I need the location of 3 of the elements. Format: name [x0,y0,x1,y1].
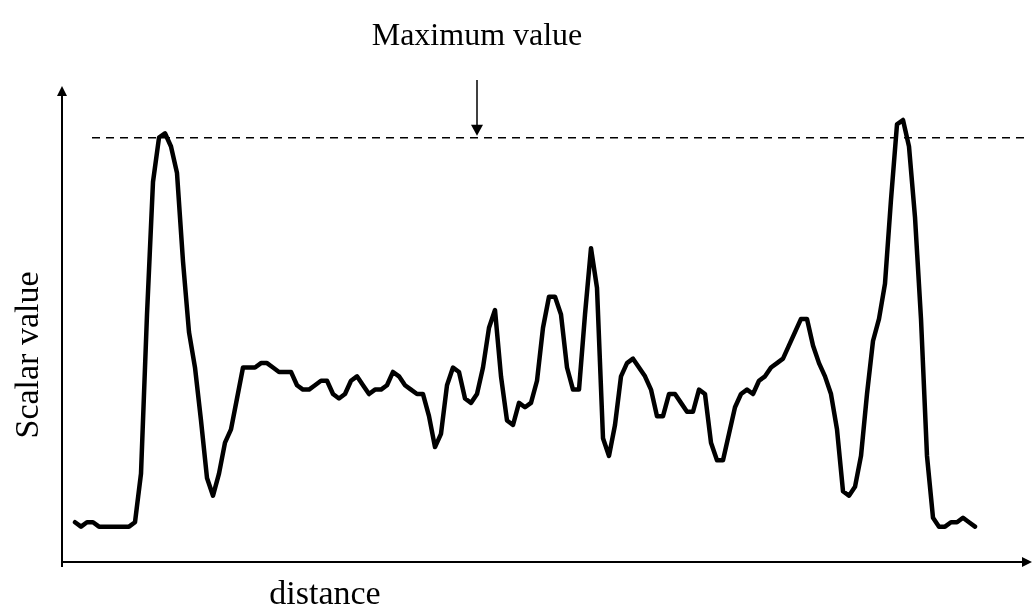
ref-line-label: Maximum value [371,16,583,52]
x-axis-title: distance [269,574,381,611]
y-axis-title: Scalar value [8,271,45,439]
